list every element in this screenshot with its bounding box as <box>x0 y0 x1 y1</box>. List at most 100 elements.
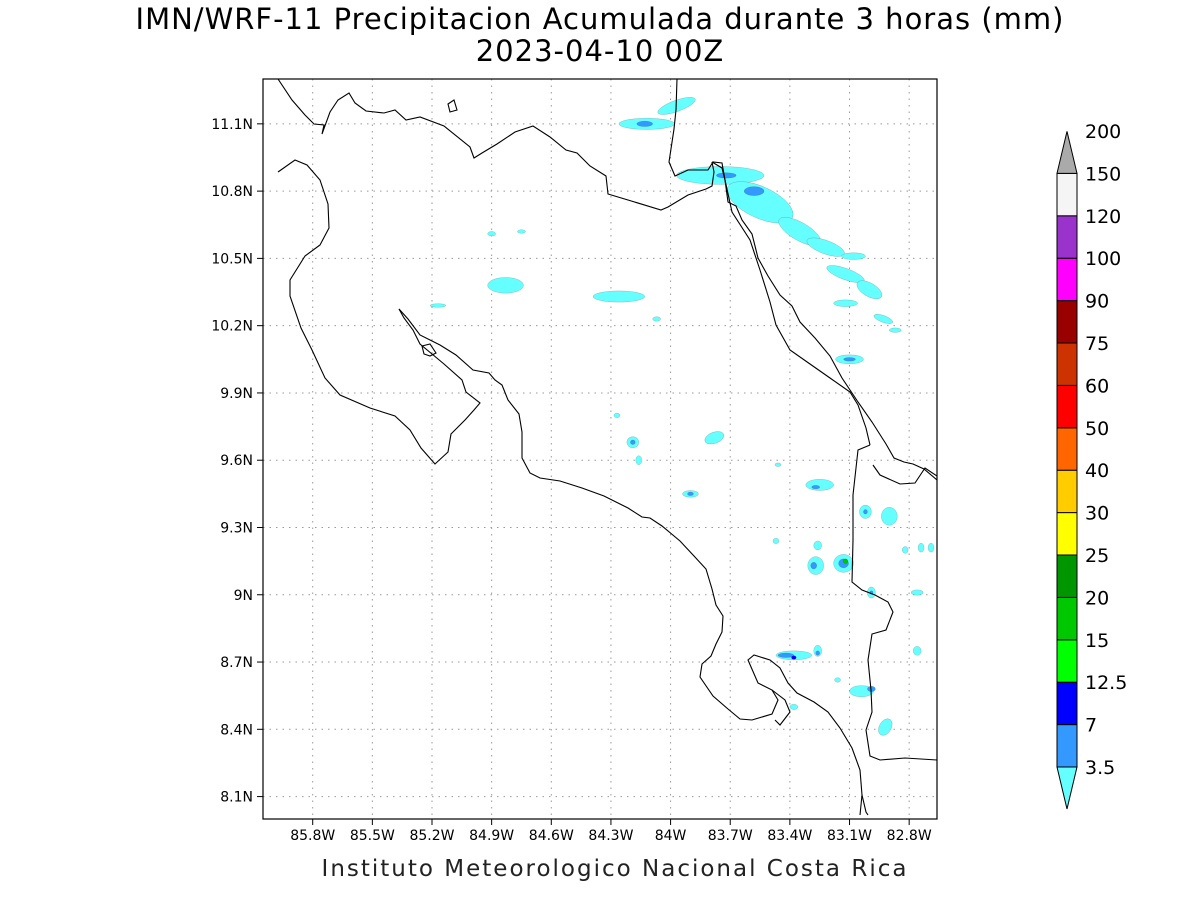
precip-cell <box>789 704 798 710</box>
precip-cell <box>810 562 817 570</box>
x-tick-label: 83.1W <box>827 828 872 844</box>
precip-cell <box>902 546 909 554</box>
burica-peninsula <box>861 794 869 816</box>
island-chira <box>421 343 437 357</box>
precip-cell <box>815 650 820 656</box>
precip-cell <box>889 327 902 333</box>
precip-cell <box>772 538 780 544</box>
x-tick-label: 82.8W <box>887 828 932 844</box>
coastline-north-nicaragua <box>277 79 715 211</box>
nicoya-peninsula-pacific-coast <box>277 159 481 465</box>
precip-cell <box>878 718 893 736</box>
precipitation-field <box>429 97 935 736</box>
precip-cell <box>811 485 820 490</box>
map-title: IMN/WRF-11 Precipitacion Acumulada duran… <box>135 2 1065 36</box>
precip-cell <box>687 491 694 496</box>
precip-cell <box>726 181 794 224</box>
precip-cell <box>841 252 866 260</box>
y-axis-ticks: 11.1N 10.8N 10.5N 10.2N 9.9N 9.6N 9.3N 9N 8.7N 8.… <box>211 117 263 806</box>
precip-cell <box>429 303 447 308</box>
colorbar-label: 100 <box>1085 248 1121 270</box>
institution-credit: Instituto Meteorologico Nacional Costa R… <box>321 856 909 882</box>
caribbean-coast <box>711 161 937 481</box>
precip-cell <box>592 290 645 303</box>
map-plot-area <box>263 79 937 819</box>
precip-cell <box>630 439 636 445</box>
map-date: 2023-04-10 00Z <box>475 34 725 68</box>
x-tick-label: 84.3W <box>588 828 633 844</box>
precip-cell <box>777 652 794 658</box>
precip-cell <box>927 543 935 553</box>
colorbar-label: 25 <box>1085 545 1109 567</box>
precip-cell <box>636 121 653 127</box>
y-tick-label: 10.2N <box>211 319 253 335</box>
precip-cell <box>834 677 841 683</box>
precip-cell <box>791 655 797 660</box>
y-tick-label: 11.1N <box>211 117 253 133</box>
colorbar-label: 40 <box>1085 460 1109 482</box>
colorbar-swatch <box>1056 384 1078 429</box>
colorbar-swatch <box>1056 681 1078 726</box>
precip-cell <box>881 507 898 526</box>
precip-cell <box>856 280 883 300</box>
colorbar-label: 200 <box>1085 121 1121 143</box>
y-tick-label: 8.1N <box>220 790 253 806</box>
precip-cell <box>863 509 868 515</box>
precip-cell <box>912 646 922 656</box>
y-tick-label: 9.6N <box>220 453 253 469</box>
panama-border <box>851 444 937 761</box>
precip-cell <box>487 277 524 294</box>
colorbar-label: 7 <box>1085 715 1097 737</box>
colorbar-swatch <box>1056 342 1078 386</box>
precip-cell <box>613 412 621 418</box>
precip-cell <box>487 231 496 237</box>
colorbar-label: 90 <box>1085 291 1109 313</box>
y-tick-label: 9N <box>234 588 253 604</box>
colorbar-label: 50 <box>1085 418 1109 440</box>
y-tick-label: 9.3N <box>220 520 253 536</box>
y-tick-label: 10.8N <box>211 184 253 200</box>
y-tick-label: 8.4N <box>220 722 253 738</box>
precip-cell <box>774 462 782 467</box>
x-tick-label: 85.8W <box>290 828 335 844</box>
x-axis-ticks: 85.8W 85.5W 85.2W 84.9W 84.6W 84.3W 84W 83.7W 83… <box>290 819 932 844</box>
gulf-of-nicoya-coast <box>398 308 863 816</box>
precip-cell <box>805 479 834 491</box>
precip-cell <box>843 558 849 564</box>
colorbar-swatch <box>1056 554 1078 598</box>
colorbar-label: 75 <box>1085 333 1109 355</box>
x-tick-label: 84.6W <box>529 828 574 844</box>
precip-cell <box>911 589 924 596</box>
x-tick-label: 84W <box>655 828 687 844</box>
colorbar-label: 120 <box>1085 206 1121 228</box>
colorbar-swatch <box>1056 596 1078 641</box>
map-frame <box>262 78 938 820</box>
colorbar-label: 30 <box>1085 503 1109 525</box>
colorbar-label: 15 <box>1085 630 1109 652</box>
y-tick-label: 10.5N <box>211 251 253 267</box>
precip-cell <box>813 540 822 551</box>
colorbar-swatch <box>1056 639 1078 683</box>
coastline-borders <box>277 79 937 816</box>
x-tick-label: 85.2W <box>409 828 454 844</box>
precip-cell <box>517 229 526 234</box>
colorbar-swatch <box>1056 215 1078 259</box>
y-tick-label: 9.9N <box>220 386 253 402</box>
osa-peninsula <box>771 689 791 726</box>
precip-cell <box>743 186 765 196</box>
colorbar-label: 12.5 <box>1085 672 1127 694</box>
island-lake-nicaragua <box>447 99 458 113</box>
colorbar-top-arrow <box>1056 131 1078 174</box>
precip-cell <box>704 431 725 445</box>
y-tick-label: 8.7N <box>220 655 253 671</box>
colorbar-bottom-arrow <box>1056 766 1078 810</box>
coastline-northeast-upper <box>668 79 726 181</box>
colorbar-swatch <box>1056 257 1078 302</box>
colorbar-legend: 3.5 7 12.5 15 20 25 30 40 50 60 75 90 100 120 150 200 <box>1056 121 1127 810</box>
precip-cell <box>635 455 642 465</box>
colorbar-swatch <box>1056 427 1078 471</box>
precip-cell <box>873 314 893 324</box>
colorbar-swatch <box>1056 512 1078 556</box>
colorbar-label: 150 <box>1085 163 1121 185</box>
